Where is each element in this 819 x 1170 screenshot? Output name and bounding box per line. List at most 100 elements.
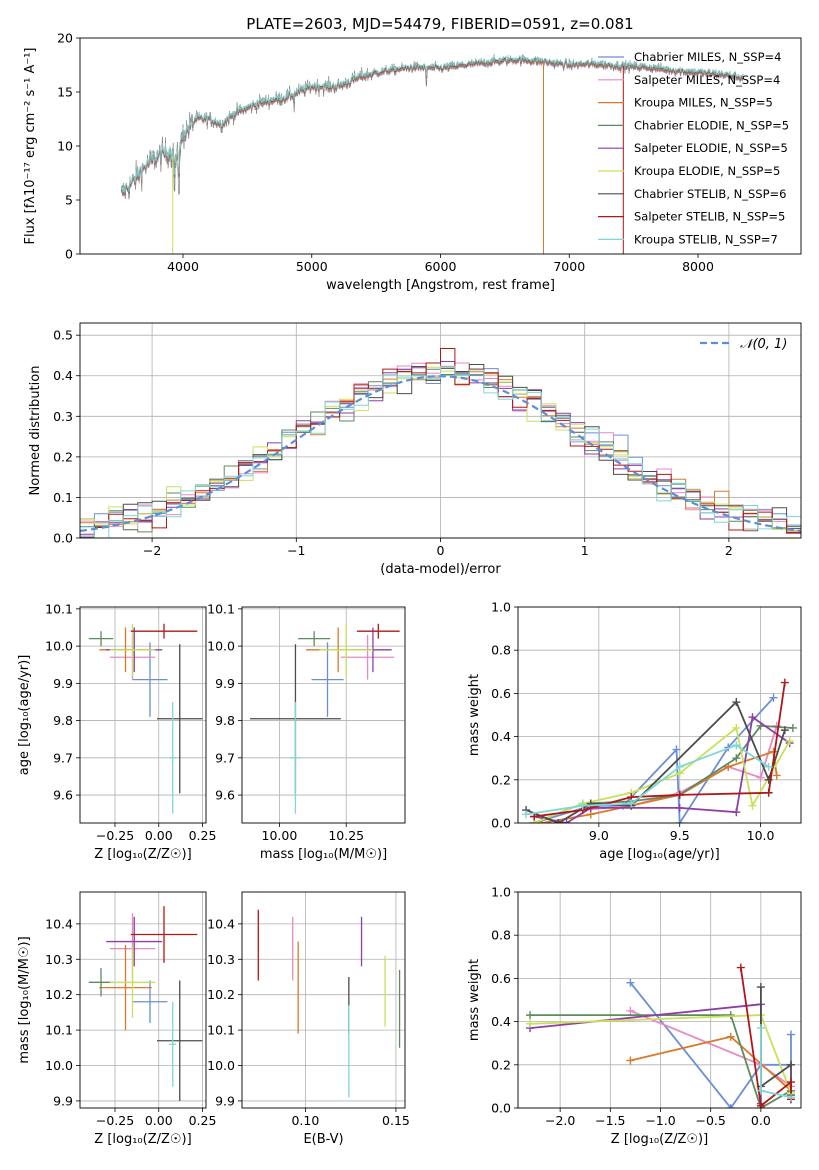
x-tick-label: 5000 bbox=[296, 259, 328, 274]
x-tick-label: −2.0 bbox=[545, 1113, 575, 1128]
x-axis-label: (data-model)/error bbox=[380, 562, 501, 577]
legend-label: Chabrier ELODIE, N_SSP=5 bbox=[634, 118, 789, 132]
weight-marker bbox=[748, 713, 757, 722]
weight-marker bbox=[756, 1024, 765, 1033]
y-tick-label: 0.6 bbox=[491, 971, 511, 986]
weight-marker bbox=[675, 819, 684, 823]
y-tick-label: 9.9 bbox=[53, 1093, 73, 1108]
weight-marker bbox=[788, 723, 797, 732]
y-tick-label: 5 bbox=[65, 193, 73, 208]
weight-marker bbox=[675, 762, 684, 771]
y-axis-label: Flux [fλ10⁻¹⁷ erg cm⁻² s⁻¹ A⁻¹] bbox=[23, 48, 38, 245]
y-tick-label: 0.2 bbox=[491, 1057, 511, 1072]
y-tick-label: 0.8 bbox=[491, 643, 511, 658]
weight-marker bbox=[786, 1078, 795, 1087]
errorbar-point-chabrier_elodie bbox=[88, 631, 114, 647]
legend-label: Kroupa STELIB, N_SSP=7 bbox=[634, 232, 778, 246]
axes-frame bbox=[517, 891, 802, 1109]
x-tick-label: −1.0 bbox=[645, 1113, 675, 1128]
legend-entry-salpeter_elodie: Salpeter ELODIE, N_SSP=5 bbox=[598, 141, 788, 155]
plot-area-mass_vs_Z bbox=[88, 906, 203, 1101]
weight-marker bbox=[562, 819, 571, 823]
y-tick-label: 9.9 bbox=[215, 676, 235, 691]
y-tick-label: 0.0 bbox=[53, 531, 73, 546]
y-tick-label: 10.0 bbox=[45, 639, 73, 654]
legend-label: Salpeter MILES, N_SSP=4 bbox=[634, 73, 780, 87]
y-tick-label: 9.9 bbox=[53, 676, 73, 691]
plot-area-age_vs_mass bbox=[250, 623, 400, 814]
weight-marker bbox=[526, 1011, 535, 1020]
x-tick-label: −0.5 bbox=[696, 1113, 726, 1128]
y-tick-label: 9.7 bbox=[53, 750, 73, 765]
x-tick-label: −1 bbox=[287, 543, 305, 558]
y-tick-label: 10.2 bbox=[45, 987, 73, 1002]
legend-label: Chabrier STELIB, N_SSP=6 bbox=[634, 187, 786, 201]
y-tick-label: 10.1 bbox=[207, 1023, 235, 1038]
errorbar-point-chabrier_miles bbox=[132, 642, 168, 717]
y-tick-label: 9.9 bbox=[215, 1093, 235, 1108]
y-tick-label: 10 bbox=[57, 139, 73, 154]
weight-marker bbox=[785, 736, 794, 745]
weight-marker bbox=[578, 801, 587, 810]
y-tick-label: 1.0 bbox=[491, 885, 511, 900]
weight-marker bbox=[769, 693, 778, 702]
legend-entry-normal: 𝒩(0, 1) bbox=[700, 337, 787, 352]
x-tick-label: −1.5 bbox=[595, 1113, 625, 1128]
legend-entry-chabrier_elodie: Chabrier ELODIE, N_SSP=5 bbox=[598, 118, 789, 132]
panel-age_vs_mass: 10.00 10.25 9.6 9.7 9.8 9.9 10.0 10.1 mass [log₁… bbox=[207, 601, 406, 862]
weight-marker bbox=[772, 771, 781, 780]
weight-marker bbox=[780, 678, 789, 687]
x-tick-label: 10.0 bbox=[747, 828, 775, 843]
x-tick-label: 9.0 bbox=[589, 828, 609, 843]
weight-series-salpeter_stelib bbox=[530, 678, 789, 821]
x-tick-label: −0.25 bbox=[96, 828, 134, 843]
legend-label: Kroupa ELODIE, N_SSP=5 bbox=[634, 164, 780, 178]
y-tick-label: 9.6 bbox=[215, 788, 235, 803]
plot-area-age_vs_Z bbox=[88, 623, 203, 814]
y-tick-label: 10.1 bbox=[45, 1023, 73, 1038]
axes-frame bbox=[241, 606, 406, 824]
x-tick-label: −2 bbox=[143, 543, 161, 558]
weight-marker bbox=[764, 762, 773, 771]
y-axis-label: mass weight bbox=[467, 674, 482, 756]
normal-distribution-curve bbox=[80, 375, 801, 532]
x-tick-label: 6000 bbox=[425, 259, 457, 274]
y-tick-label: 0.3 bbox=[53, 409, 73, 424]
y-tick-label: 10.3 bbox=[207, 952, 235, 967]
x-tick-label: 0 bbox=[437, 543, 445, 558]
y-tick-label: 0.4 bbox=[491, 1014, 511, 1029]
x-axis-label: mass [log₁₀(M/M☉)] bbox=[260, 847, 387, 862]
y-tick-label: 10.0 bbox=[207, 639, 235, 654]
weight-marker bbox=[732, 723, 741, 732]
errorbar-point-chabrier_elodie bbox=[88, 968, 114, 997]
y-tick-label: 0.4 bbox=[491, 729, 511, 744]
errorbar-point-chabrier_miles bbox=[132, 980, 168, 1024]
axes-frame bbox=[241, 891, 406, 1109]
legend-label: Salpeter STELIB, N_SSP=5 bbox=[634, 210, 785, 224]
weight-line bbox=[534, 682, 786, 818]
errorbar-point-chabrier_stelib bbox=[157, 980, 203, 1101]
legend-entry-kroupa_miles: Kroupa MILES, N_SSP=5 bbox=[598, 96, 773, 110]
x-axis-label: age [log₁₀(age/yr)] bbox=[599, 847, 720, 862]
weight-marker bbox=[626, 978, 635, 987]
weight-marker bbox=[626, 1006, 635, 1015]
weight-marker bbox=[780, 726, 789, 735]
x-axis-label: Z [log₁₀(Z/Z☉)] bbox=[94, 847, 191, 862]
panel-mass_vs_ebv: 0.10 0.15 9.9 10.0 10.1 10.2 10.3 10.4 E(B-V) bbox=[207, 891, 410, 1147]
y-tick-label: 0.5 bbox=[53, 328, 73, 343]
y-tick-label: 15 bbox=[57, 85, 73, 100]
x-tick-label: 0.25 bbox=[189, 828, 217, 843]
legend-label: Kroupa MILES, N_SSP=5 bbox=[634, 96, 773, 110]
legend-entry-chabrier_stelib: Chabrier STELIB, N_SSP=6 bbox=[598, 187, 786, 201]
y-tick-label: 9.6 bbox=[53, 788, 73, 803]
weight-marker bbox=[748, 801, 757, 810]
panel-spectrum: 4000 5000 6000 7000 8000 0 5 10 15 20 wavelength [… bbox=[23, 15, 802, 293]
errorbar-point-kroupa_stelib bbox=[290, 701, 301, 814]
plot-area-residuals bbox=[80, 348, 801, 538]
x-tick-label: 7000 bbox=[553, 259, 585, 274]
y-tick-label: 10.0 bbox=[45, 1058, 73, 1073]
weight-marker bbox=[756, 773, 765, 782]
axes-frame bbox=[79, 606, 207, 824]
weight-marker bbox=[675, 790, 684, 799]
